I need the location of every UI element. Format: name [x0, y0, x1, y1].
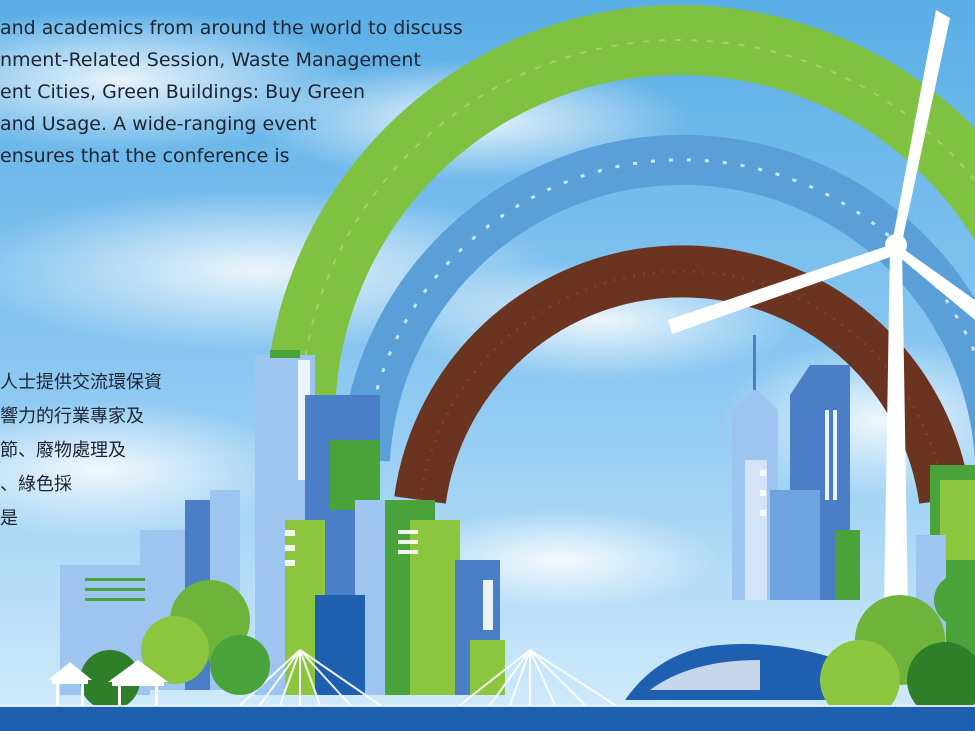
chinese-line: 節、廢物處理及	[0, 440, 126, 461]
chinese-line: 、綠色採	[0, 474, 72, 495]
chinese-intro-paragraph: 人士提供交流環保資 響力的行業專家及 節、廢物處理及 、綠色採 是	[0, 366, 230, 536]
road	[0, 706, 975, 731]
english-line: ent Cities, Green Buildings: Buy Green	[0, 81, 366, 103]
english-line: ensures that the conference is	[0, 145, 290, 167]
pavilion-icon	[48, 660, 168, 710]
english-intro-paragraph: and academics from around the world to d…	[0, 12, 570, 172]
bridge-icon	[239, 649, 616, 706]
english-line: nment-Related Session, Waste Management	[0, 49, 421, 71]
chinese-line: 是	[0, 508, 18, 529]
wind-turbine-icon	[668, 10, 975, 610]
chinese-line: 響力的行業專家及	[0, 406, 144, 427]
english-line: and Usage. A wide-ranging event	[0, 113, 317, 135]
chinese-line: 人士提供交流環保資	[0, 372, 162, 393]
english-line: and academics from around the world to d…	[0, 17, 463, 39]
convention-centre	[625, 644, 870, 700]
tree-icon	[80, 574, 975, 720]
